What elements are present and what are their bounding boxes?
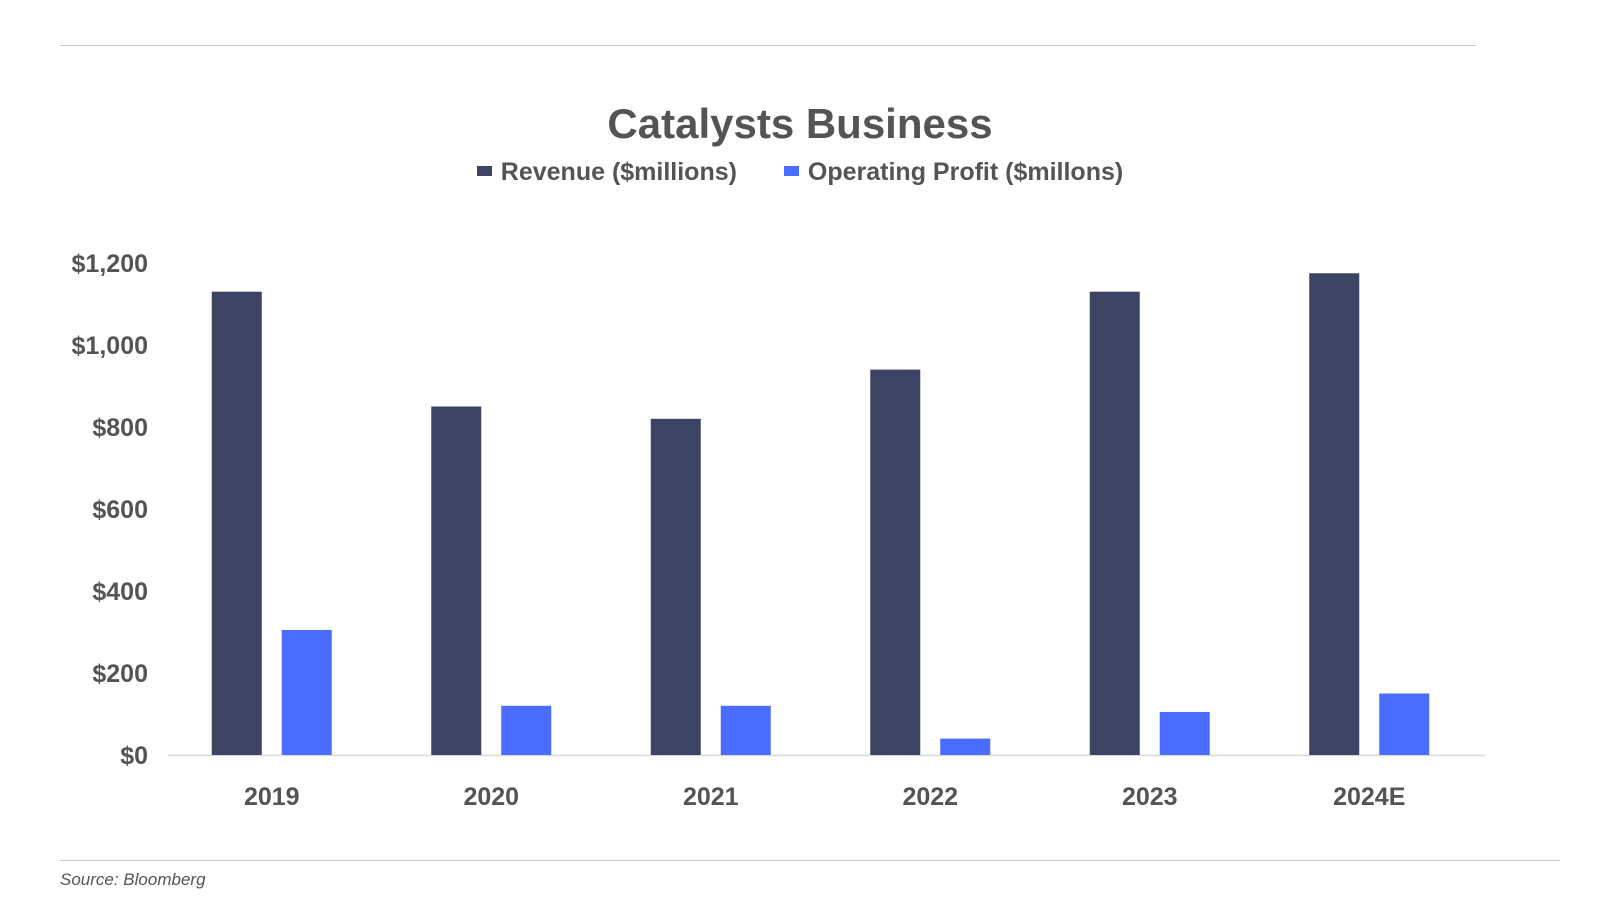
top-divider (60, 45, 1476, 46)
y-tick-label: $1,000 (72, 332, 148, 360)
x-tick-label: 2023 (1122, 783, 1178, 811)
bar-chart: $0 $200 $400 $600 $800 $1,000 $1,200 2019 2020 20… (72, 250, 1485, 811)
x-tick-label: 2022 (902, 783, 958, 811)
legend-label-revenue: Revenue ($millions) (500, 158, 737, 186)
legend-swatch-revenue (476, 166, 492, 177)
x-tick-label: 2021 (683, 783, 739, 811)
chart-title: Catalysts Business (607, 100, 993, 147)
bar-revenue (1309, 273, 1360, 755)
bar-operating-profit (281, 629, 332, 755)
bar-revenue (870, 369, 921, 755)
chart-legend: Revenue ($millions) Operating Profit ($m… (0, 158, 1600, 187)
y-tick-label: $600 (92, 496, 148, 524)
bar-revenue (211, 291, 262, 755)
x-tick-label: 2019 (244, 783, 300, 811)
bar-revenue (1089, 291, 1140, 755)
bar-operating-profit (720, 705, 771, 755)
bar-operating-profit (1159, 711, 1210, 755)
bar-revenue (650, 418, 701, 755)
bar-operating-profit (940, 738, 991, 755)
legend-label-operating-profit: Operating Profit ($millons) (807, 158, 1124, 186)
source-note: Source: Bloomberg (60, 870, 206, 889)
x-tick-label: 2024E (1333, 783, 1405, 811)
y-tick-label: $400 (92, 578, 148, 606)
legend-item-revenue: Revenue ($millions) (476, 158, 737, 187)
bar-operating-profit (1379, 693, 1430, 755)
legend-item-operating-profit: Operating Profit ($millons) (783, 158, 1124, 187)
bottom-divider (60, 860, 1560, 861)
bar-operating-profit (501, 705, 552, 755)
y-tick-label: $0 (120, 742, 148, 770)
y-tick-label: $800 (92, 414, 148, 442)
y-tick-label: $1,200 (72, 250, 148, 278)
legend-swatch-operating-profit (783, 166, 799, 177)
x-tick-label: 2020 (463, 783, 519, 811)
y-tick-label: $200 (92, 660, 148, 688)
bar-revenue (431, 406, 482, 755)
